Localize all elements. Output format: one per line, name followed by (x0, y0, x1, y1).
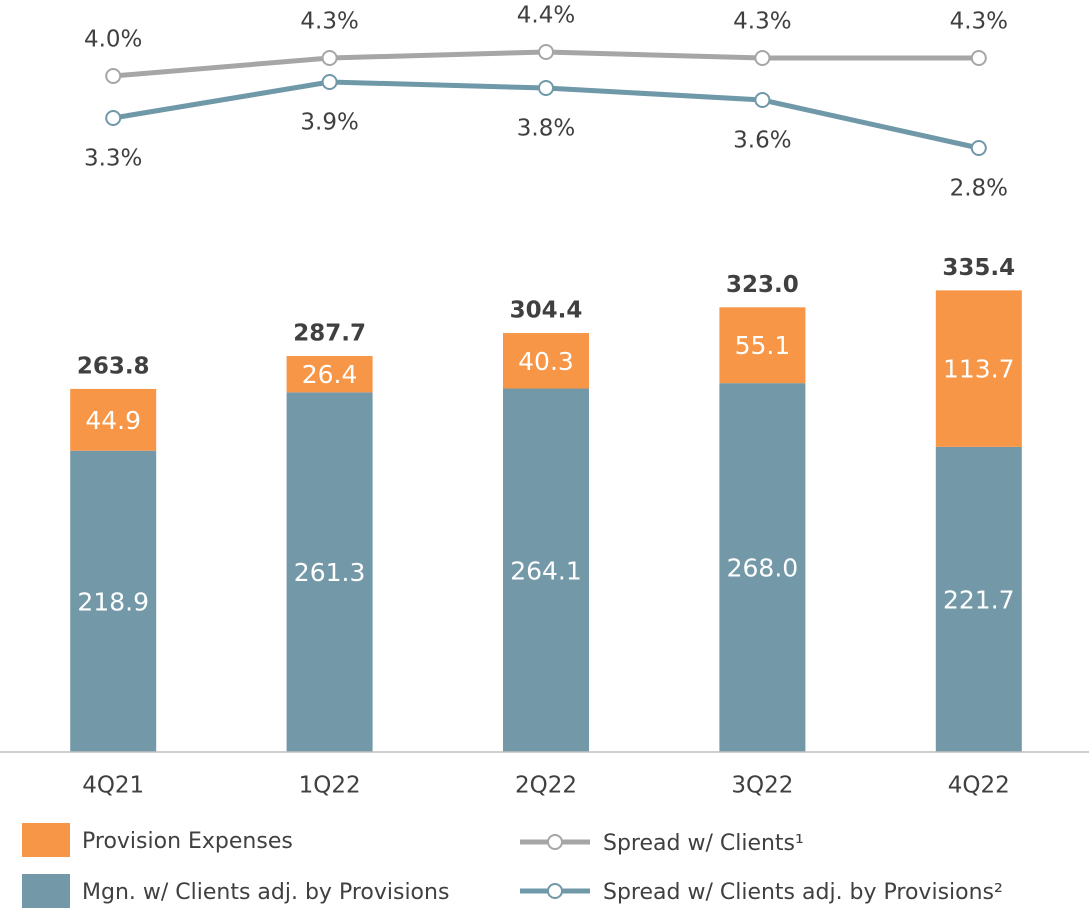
data-label: 268.0 (727, 554, 799, 583)
bar-segment (503, 388, 589, 752)
legend-label: Spread w/ Clients¹ (603, 831, 804, 856)
line-point (754, 50, 771, 66)
data-label: 3.8% (517, 116, 575, 142)
x-tick-label: 3Q22 (731, 773, 793, 799)
total-label: 335.4 (942, 255, 1015, 281)
total-label: 323.0 (726, 272, 799, 298)
legend-marker (547, 834, 563, 850)
line-point (538, 44, 554, 60)
data-label: 264.1 (510, 556, 582, 585)
legend-swatch (22, 874, 70, 908)
bar-segment (503, 333, 589, 389)
total-label: 287.7 (293, 321, 366, 347)
bar-segment (70, 388, 157, 451)
line-point (538, 80, 554, 96)
data-label: 3.6% (733, 128, 791, 154)
data-label: 26.4 (302, 360, 358, 389)
data-label: 2.8% (950, 176, 1008, 202)
bar-segment (286, 356, 373, 393)
legend-label: Spread w/ Clients adj. by Provisions² (603, 880, 1003, 905)
data-label: 3.9% (300, 110, 358, 136)
line-point (970, 50, 987, 66)
line-point (105, 110, 122, 126)
data-label: 4.3% (950, 9, 1008, 35)
x-tick-label: 4Q21 (82, 773, 144, 799)
bar-segment (719, 307, 806, 384)
legend-label: Provision Expenses (82, 829, 293, 854)
x-tick-label: 2Q22 (515, 773, 577, 799)
data-label: 261.3 (294, 558, 366, 587)
data-label: 55.1 (735, 331, 791, 360)
data-label: 40.3 (518, 347, 574, 376)
data-label: 44.9 (85, 406, 141, 435)
line-point (970, 140, 987, 156)
legend-label: Mgn. w/ Clients adj. by Provisions (82, 880, 449, 905)
bar-segment (719, 383, 806, 752)
data-label: 4.0% (84, 27, 142, 53)
data-label: 218.9 (77, 587, 149, 616)
x-tick-label: 4Q22 (948, 773, 1010, 799)
data-label: 221.7 (943, 585, 1015, 614)
legend-swatch (22, 823, 70, 857)
data-label: 3.3% (84, 146, 142, 172)
line-point (321, 50, 338, 66)
total-label: 263.8 (77, 353, 150, 379)
line-point (321, 74, 338, 90)
bar-segment (286, 392, 373, 752)
data-label: 4.3% (733, 9, 791, 35)
data-label: 4.3% (300, 9, 358, 35)
data-label: 4.4% (517, 3, 575, 29)
legend-marker (547, 883, 563, 899)
line-point (105, 68, 122, 84)
bar-segment (935, 290, 1022, 447)
bar-segment (70, 450, 157, 752)
bar-segment (935, 446, 1022, 752)
line-point (754, 92, 771, 108)
data-label: 113.7 (943, 355, 1015, 384)
total-label: 304.4 (510, 298, 583, 324)
x-tick-label: 1Q22 (299, 773, 361, 799)
